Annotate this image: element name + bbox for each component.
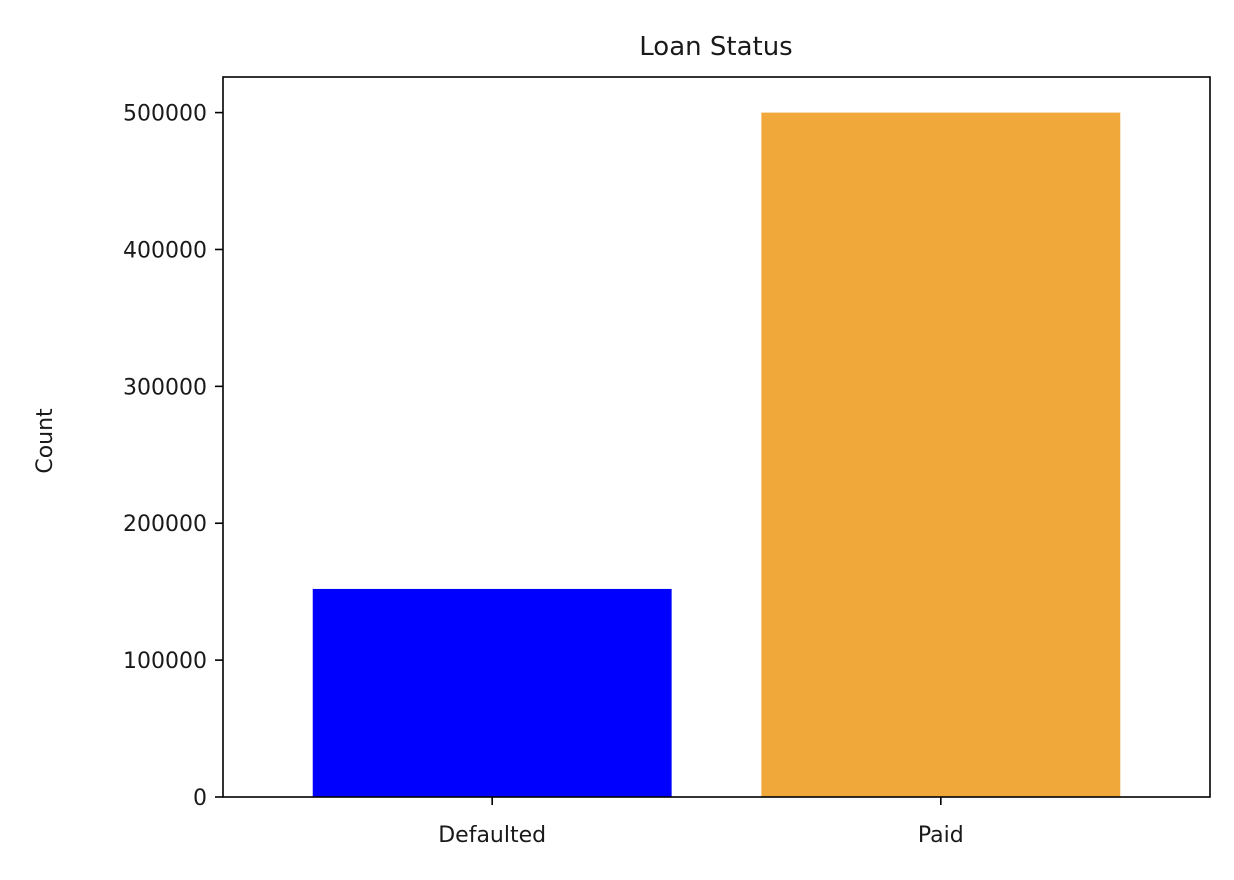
- y-tick-label: 400000: [123, 238, 207, 263]
- bar-defaulted: [312, 588, 672, 797]
- x-tick-label: Defaulted: [438, 823, 546, 848]
- plot-frame: [222, 76, 1211, 798]
- y-tick-label: 0: [193, 786, 207, 811]
- plot-area: Defaulted Paid 0 100000 200000 300000 400000 50…: [123, 102, 1121, 848]
- x-tick-label: Paid: [918, 823, 964, 848]
- y-tick-label: 300000: [123, 375, 207, 400]
- y-tick-label: 500000: [123, 102, 207, 127]
- y-axis-label: Count: [33, 408, 58, 474]
- y-tick-label: 100000: [123, 649, 207, 674]
- y-tick-label: 200000: [123, 512, 207, 537]
- bar-paid: [761, 112, 1121, 797]
- chart-title: Loan Status: [639, 32, 792, 62]
